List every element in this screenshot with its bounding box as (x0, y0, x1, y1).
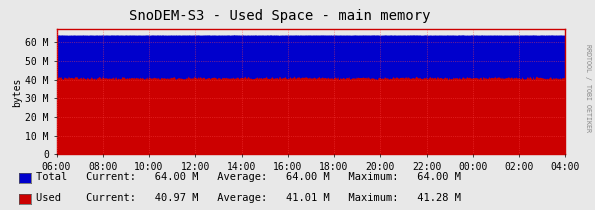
Text: SnoDEM-S3 - Used Space - main memory: SnoDEM-S3 - Used Space - main memory (129, 9, 430, 24)
Text: RRDTOOL / TOBI OETIKER: RRDTOOL / TOBI OETIKER (585, 44, 591, 132)
Text: Total   Current:   64.00 M   Average:   64.00 M   Maximum:   64.00 M: Total Current: 64.00 M Average: 64.00 M … (36, 172, 461, 182)
Text: Used    Current:   40.97 M   Average:   41.01 M   Maximum:   41.28 M: Used Current: 40.97 M Average: 41.01 M M… (36, 193, 461, 203)
Y-axis label: bytes: bytes (12, 77, 23, 106)
